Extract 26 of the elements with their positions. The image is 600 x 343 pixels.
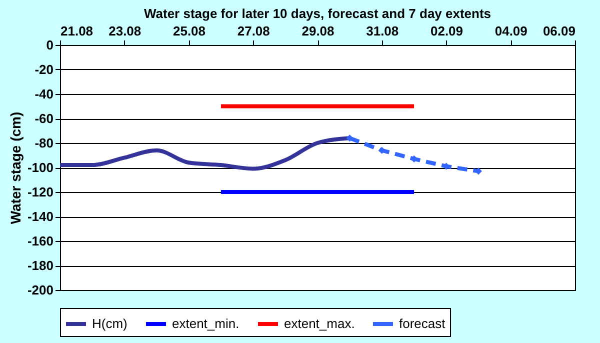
y-tick-label: -100 [27,160,54,175]
y-tick-label: -40 [34,86,54,102]
x-tick-label: 02.09 [430,24,464,38]
x-tick-label: 25.08 [172,24,206,38]
legend-label: extent_max. [284,316,355,331]
x-tick-label: 27.08 [237,24,270,38]
x-tick-label: 29.08 [302,24,334,38]
y-tick-label: -140 [27,209,54,224]
x-tick-label: 06.09 [542,24,576,38]
y-axis-title: Water stage (cm) [7,112,24,224]
legend-label: extent_min. [172,316,240,331]
x-tick-label: 23.08 [108,24,142,38]
legend-label: H(cm) [92,316,128,331]
legend-label: forecast [399,316,446,331]
y-tick-label: -120 [27,184,54,200]
x-tick-label: 31.08 [366,24,399,38]
y-tick-label: -160 [27,234,54,248]
chart-title: Water stage for later 10 days, forecast and 7 day extents [144,6,492,21]
y-tick-label: -200 [27,282,54,298]
y-tick-label: -60 [34,111,54,126]
y-tick-label: -180 [27,258,54,273]
y-tick-label: -20 [34,62,54,77]
x-tick-label: 04.09 [494,24,528,38]
y-tick-label: -80 [34,136,54,150]
x-tick-label: 21.08 [60,24,94,38]
y-tick-label: 0 [46,38,54,52]
